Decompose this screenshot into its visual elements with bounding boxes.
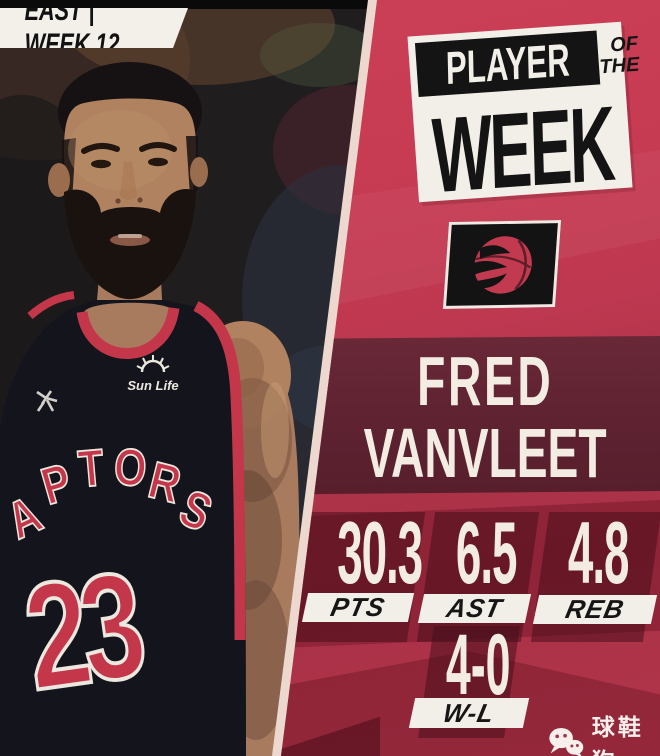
player-jersey: Sun Life A P T O R S 23 [0, 291, 246, 756]
sunlife-patch: Sun Life [127, 355, 179, 393]
sponsor-text: Sun Life [127, 378, 178, 393]
stat-label-pts: PTS [301, 592, 415, 622]
watermark: 球鞋狗 [548, 708, 660, 756]
armhole-trim [193, 301, 246, 641]
wechat-icon [549, 728, 584, 756]
potw-week-text: WEEK [430, 84, 615, 216]
top-bar [0, 0, 660, 9]
raptors-claw-ball-icon [472, 235, 532, 294]
stat-label-reb: REB [532, 594, 658, 624]
stat-value-reb: 4.8 [567, 503, 630, 602]
potw-of-the: OF THE [597, 28, 643, 85]
player-first-name: FRED [417, 341, 554, 420]
svg-text:O: O [112, 437, 148, 498]
watermark-text: 球鞋狗 [591, 714, 644, 756]
neckline-trim [76, 306, 180, 359]
svg-text:T: T [76, 437, 107, 498]
jersey-number: 23 [15, 541, 151, 723]
player-last-name: VANVLEET [363, 413, 608, 492]
east-week-badge: EAST | WEEK 12 [0, 8, 188, 48]
player-name-band: FRED VANVLEET [0, 336, 660, 497]
potw-the-text: THE [598, 53, 641, 79]
potw-player-text: PLAYER [445, 33, 571, 95]
record-value: 4-0 [445, 617, 511, 713]
stat-value-pts: 30.3 [337, 503, 423, 602]
strap-trim [27, 291, 75, 320]
record-label: W-L [408, 698, 530, 728]
player-head [48, 62, 208, 300]
stat-value-ast: 6.5 [455, 503, 518, 602]
jumpman-icon [36, 390, 58, 412]
raptors-logo [442, 220, 562, 309]
player-of-the-week-logo: PLAYER OF THE WEEK [407, 21, 640, 215]
